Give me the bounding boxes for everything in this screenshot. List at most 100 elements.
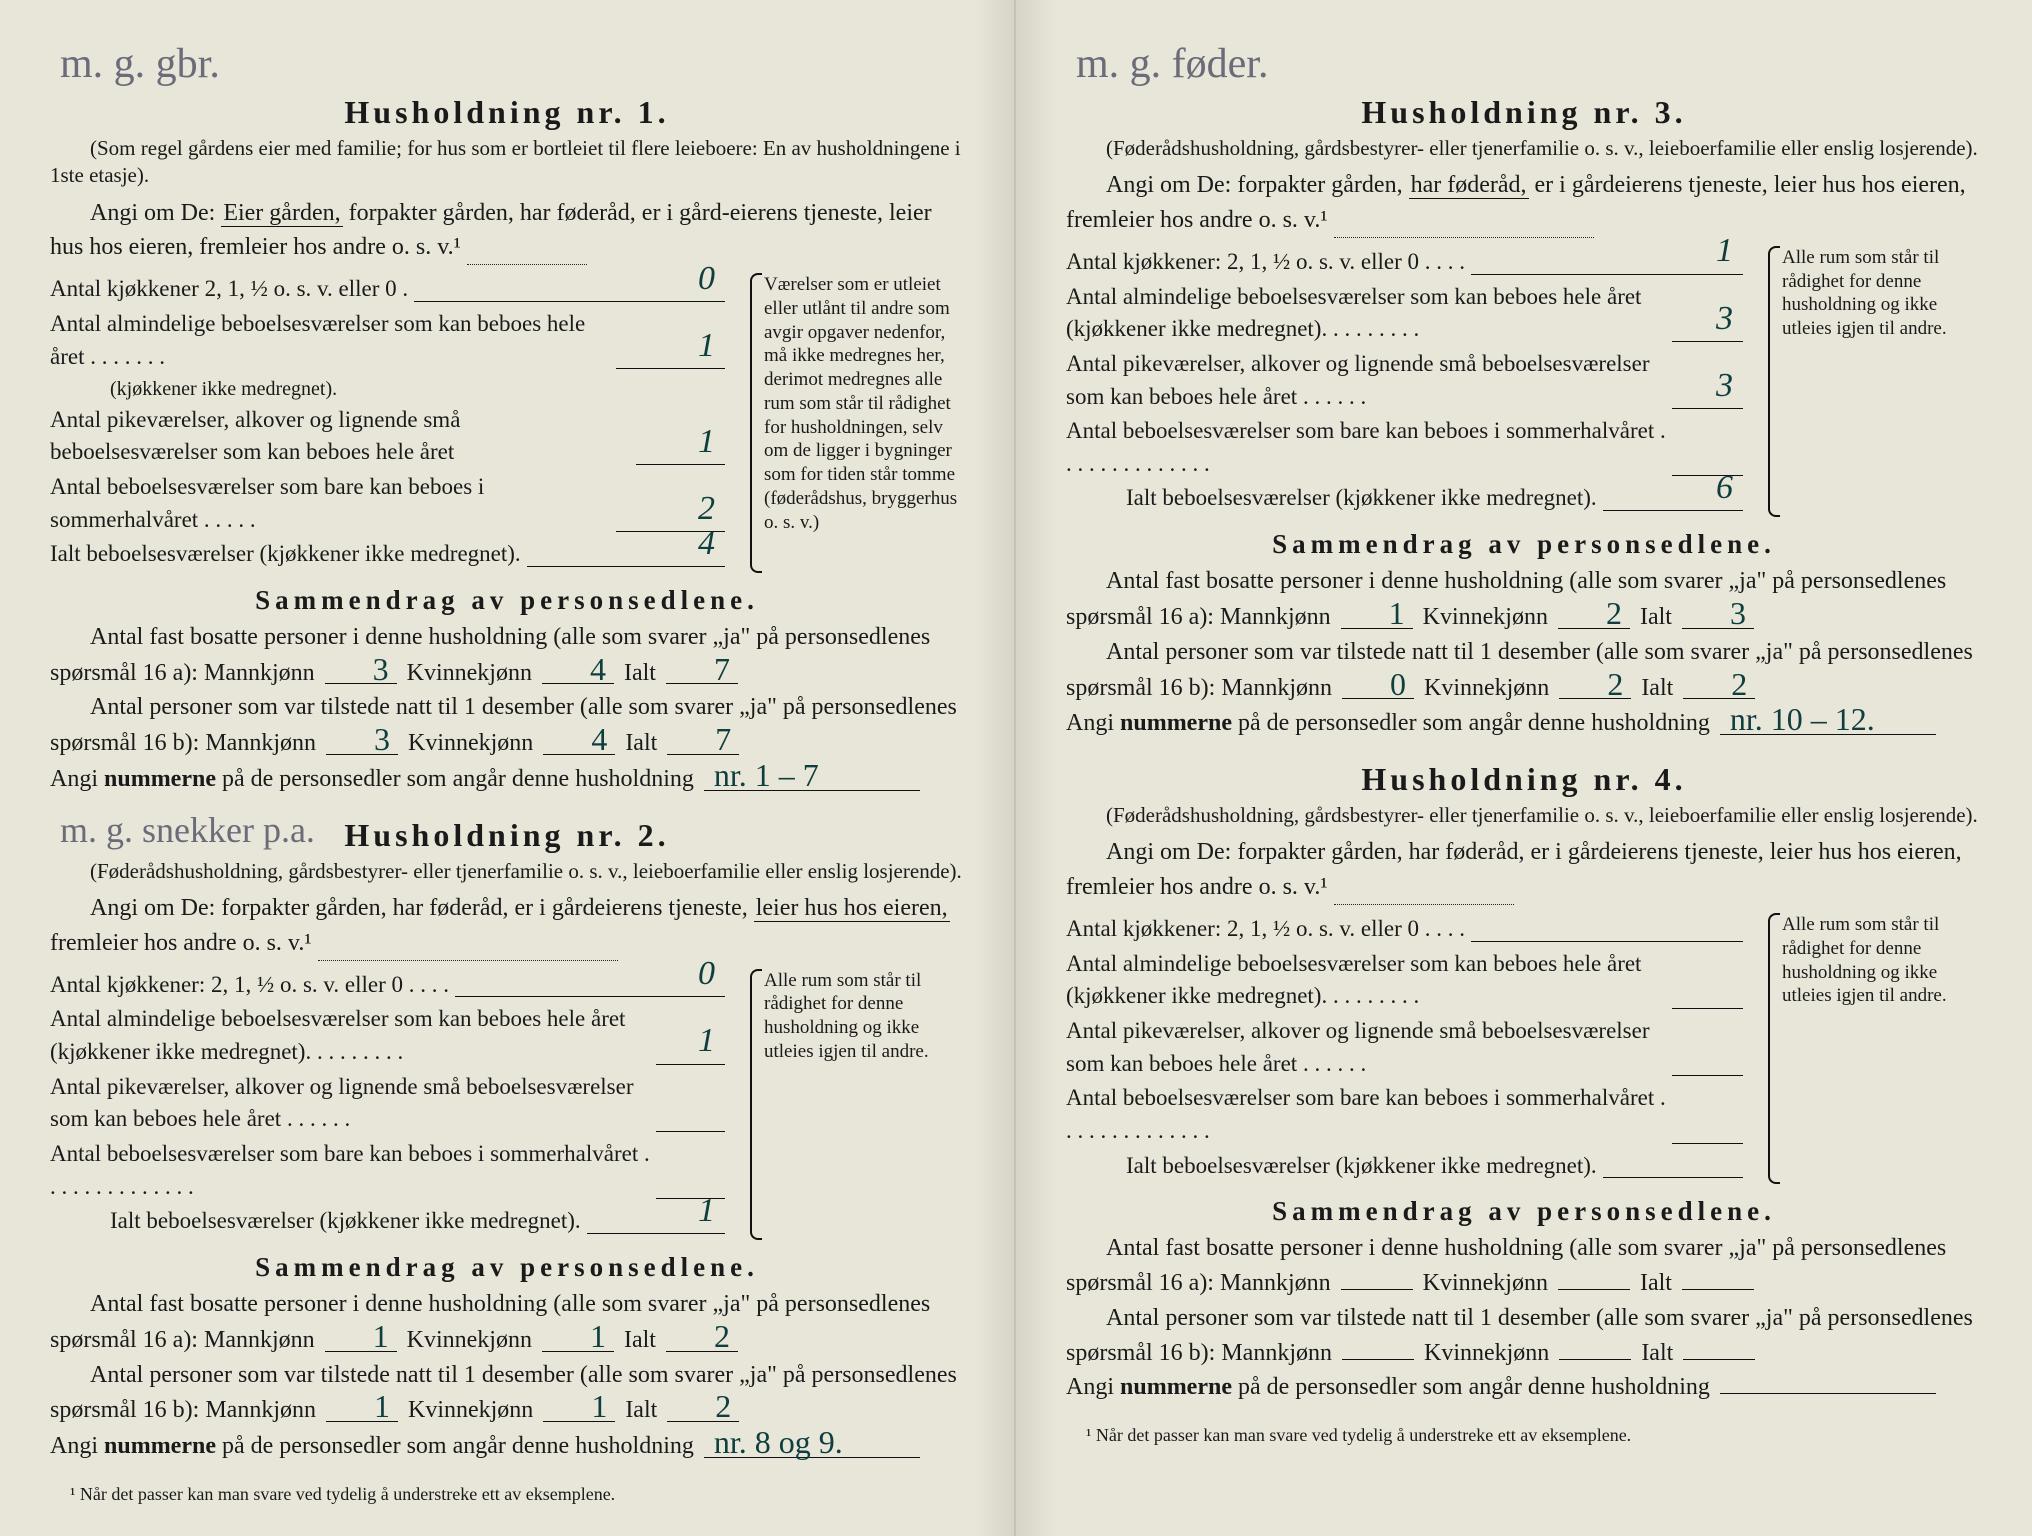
hh2-r5-val: 1 <box>698 1187 715 1235</box>
right-footnote: ¹ Når det passer kan man svare ved tydel… <box>1066 1425 1982 1446</box>
hh2-16b-m: 1 <box>326 1392 398 1422</box>
hh4-numline: Angi nummerne på de personsedler som ang… <box>1066 1370 1982 1405</box>
k-label: Kvinnekjønn <box>1423 604 1548 630</box>
hh3-sammendrag-title: Sammendrag av personsedlene. <box>1066 529 1982 560</box>
hh1-rooms: Antal kjøkkener 2, 1, ½ o. s. v. eller 0… <box>50 273 731 573</box>
hh3-sidenote: Alle rum som står til rådighet for denne… <box>1767 246 1982 517</box>
hh4-sidenote-text: Alle rum som står til rådighet for denne… <box>1782 914 1947 1006</box>
k-label: Kvinnekjønn <box>407 660 532 686</box>
hh4-sammendrag-title: Sammendrag av personsedlene. <box>1066 1196 1982 1227</box>
hh1-r1-label: Antal kjøkkener 2, 1, ½ o. s. v. eller 0… <box>50 273 408 306</box>
hh3-16a-m: 1 <box>1341 599 1413 629</box>
hh4-16b-m <box>1342 1359 1414 1360</box>
hh4-16b-k <box>1559 1359 1631 1360</box>
hh2-r1-label: Antal kjøkkener: 2, 1, ½ o. s. v. eller … <box>50 969 449 1002</box>
hh1-r5-label: Ialt beboelsesværelser (kjøkkener ikke m… <box>50 538 521 571</box>
hh3-16a-i: 3 <box>1682 599 1754 629</box>
pencil-note-hh2: m. g. snekker p.a. <box>60 809 315 851</box>
hh1-sammendrag-title: Sammendrag av personsedlene. <box>50 585 964 616</box>
hh2-angi-rest: fremleier hos andre o. s. v.¹ <box>50 930 312 956</box>
pencil-note-hh3: m. g. føder. <box>1066 40 1982 88</box>
hh3-r1-val: 1 <box>1716 227 1733 275</box>
hh4-r5-label: Ialt beboelsesværelser (kjøkkener ikke m… <box>1126 1150 1597 1183</box>
k-label: Kvinnekjønn <box>1424 1340 1549 1366</box>
hh1-r5-val: 4 <box>698 520 715 568</box>
hh4-rooms: Antal kjøkkener: 2, 1, ½ o. s. v. eller … <box>1066 913 1749 1184</box>
hh2-subtitle: (Føderådshusholdning, gårdsbestyrer- ell… <box>50 858 964 885</box>
hh1-16b-i: 7 <box>667 725 739 755</box>
hh1-sidenote-text: Værelser som er utleiet eller utlånt til… <box>764 274 957 533</box>
hh1-p16b: Antal personer som var tilstede natt til… <box>50 690 964 761</box>
hh2-r4-label: Antal beboelsesværelser som bare kan beb… <box>50 1138 650 1203</box>
hh3-subtitle: (Føderådshusholdning, gårdsbestyrer- ell… <box>1066 135 1982 162</box>
brace-icon <box>1762 246 1780 517</box>
hh1-r1-val: 0 <box>698 255 715 303</box>
hh3-16b-i: 2 <box>1683 670 1755 700</box>
hh3-p16a: Antal fast bosatte personer i denne hush… <box>1066 564 1982 635</box>
hh4-16a-k <box>1558 1289 1630 1290</box>
hh1-16b-m: 3 <box>326 725 398 755</box>
hh1-sidenote: Værelser som er utleiet eller utlånt til… <box>749 273 964 573</box>
hh2-r5-label: Ialt beboelsesværelser (kjøkkener ikke m… <box>110 1205 581 1238</box>
hh3-angi: Angi om De: forpakter gården, har føderå… <box>1066 168 1982 238</box>
hh1-16a-k: 4 <box>542 655 614 685</box>
hh3-numline: Angi nummerne på de personsedler som ang… <box>1066 705 1982 741</box>
hh3-r2-label: Antal almindelige beboelsesværelser som … <box>1066 281 1666 346</box>
num-bold: nummerne <box>104 1433 216 1459</box>
hh2-16a-i: 2 <box>666 1322 738 1352</box>
hh4-rooms-block: Antal kjøkkener: 2, 1, ½ o. s. v. eller … <box>1066 913 1982 1184</box>
hh2-sidenote: Alle rum som står til rådighet for denne… <box>749 969 964 1240</box>
hh1-r4-label: Antal beboelsesværelser som bare kan beb… <box>50 471 610 536</box>
hh3-r3-label: Antal pikeværelser, alkover og lignende … <box>1066 348 1666 413</box>
hh4-title: Husholdning nr. 4. <box>1066 761 1982 798</box>
hh2-angi: Angi om De: forpakter gården, har føderå… <box>50 891 964 961</box>
hh1-16a-i: 7 <box>666 655 738 685</box>
hh1-subtitle: (Som regel gårdens eier med familie; for… <box>50 135 964 190</box>
pencil-note-hh1: m. g. gbr. <box>50 40 964 88</box>
i-label: Ialt <box>1640 1270 1672 1296</box>
hh1-r2-sub: (kjøkkener ikke medregnet). <box>50 375 731 403</box>
hh1-16b-k: 4 <box>543 725 615 755</box>
hh4-16b-i <box>1683 1359 1755 1360</box>
hh2-r2-val: 1 <box>698 1017 715 1065</box>
hh2-sammendrag-title: Sammendrag av personsedlene. <box>50 1252 964 1283</box>
hh1-angi: Angi om De: Eier gården, forpakter gårde… <box>50 196 964 266</box>
hh2-r3-label: Antal pikeværelser, alkover og lignende … <box>50 1071 650 1136</box>
k-label: Kvinnekjønn <box>1424 675 1549 701</box>
hh4-r4-label: Antal beboelsesværelser som bare kan beb… <box>1066 1082 1666 1147</box>
hh4-sidenote: Alle rum som står til rådighet for denne… <box>1767 913 1982 1184</box>
hh2-num-val: nr. 8 og 9. <box>704 1428 920 1458</box>
hh2-r2-label: Antal almindelige beboelsesværelser som … <box>50 1003 650 1068</box>
hh3-p16b: Antal personer som var tilstede natt til… <box>1066 635 1982 706</box>
right-page: m. g. føder. Husholdning nr. 3. (Føderåd… <box>1016 0 2032 1536</box>
hh3-sidenote-text: Alle rum som står til rådighet for denne… <box>1782 247 1947 339</box>
hh3-r3-val: 3 <box>1716 362 1733 410</box>
hh2-rooms-block: Antal kjøkkener: 2, 1, ½ o. s. v. eller … <box>50 969 964 1240</box>
brace-icon <box>744 969 762 1240</box>
hh3-title: Husholdning nr. 3. <box>1066 94 1982 131</box>
hh2-16b-i: 2 <box>667 1392 739 1422</box>
hh3-r5-val: 6 <box>1716 464 1733 512</box>
hh1-r2-val: 1 <box>698 322 715 370</box>
hh4-num-val <box>1720 1393 1936 1394</box>
hh4-16a-i <box>1682 1289 1754 1290</box>
i-label: Ialt <box>1640 604 1672 630</box>
i-label: Ialt <box>625 730 657 756</box>
hh2-16a-k: 1 <box>542 1322 614 1352</box>
hh2-rooms: Antal kjøkkener: 2, 1, ½ o. s. v. eller … <box>50 969 731 1240</box>
hh1-r3-label: Antal pikeværelser, alkover og lignende … <box>50 404 630 469</box>
hh3-r4-label: Antal beboelsesværelser som bare kan beb… <box>1066 415 1666 480</box>
i-label: Ialt <box>624 660 656 686</box>
household-2: m. g. snekker p.a. Husholdning nr. 2. (F… <box>50 817 964 1464</box>
hh3-r5-label: Ialt beboelsesværelser (kjøkkener ikke m… <box>1126 482 1597 515</box>
i-label: Ialt <box>1641 1340 1673 1366</box>
household-3: Husholdning nr. 3. (Føderådshusholdning,… <box>1066 94 1982 741</box>
hh4-angi-prefix: Angi om De: forpakter gården, har føderå… <box>1066 839 1962 900</box>
hh4-r2-label: Antal almindelige beboelsesværelser som … <box>1066 948 1666 1013</box>
hh1-rooms-block: Antal kjøkkener 2, 1, ½ o. s. v. eller 0… <box>50 273 964 573</box>
i-label: Ialt <box>1641 675 1673 701</box>
left-page: m. g. gbr. Husholdning nr. 1. (Som regel… <box>0 0 1016 1536</box>
hh3-num-val: nr. 10 – 12. <box>1720 705 1936 735</box>
hh2-p16b: Antal personer som var tilstede natt til… <box>50 1358 964 1429</box>
brace-icon <box>1762 913 1780 1184</box>
